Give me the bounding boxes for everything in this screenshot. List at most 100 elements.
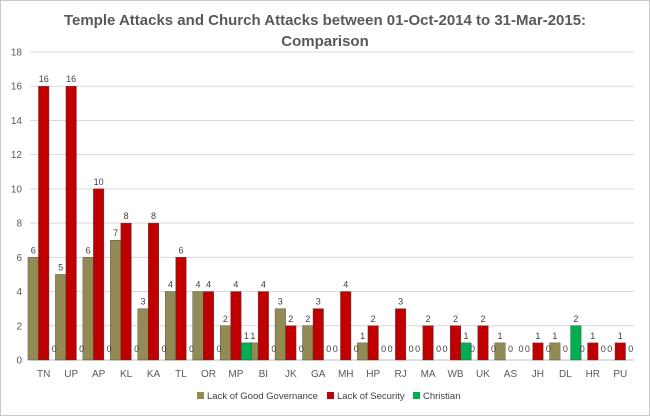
bar-lack-of-good-governance-hp: [357, 342, 369, 361]
data-label-christian-ap: 0: [107, 344, 112, 354]
bar-lack-of-good-governance-ap: [82, 257, 94, 361]
data-label-lack-of-good-governance-dl: 1: [552, 331, 557, 341]
legend-label-lack-of-good-governance: Lack of Good Governance: [207, 391, 318, 402]
data-label-christian-uk: 0: [491, 344, 496, 354]
legend-swatch-lack-of-security: [327, 392, 334, 399]
legend: Lack of Good Governance Lack of Security C…: [197, 391, 461, 402]
data-label-christian-dl: 2: [573, 314, 578, 324]
data-label-lack-of-good-governance-rj: 0: [388, 344, 393, 354]
x-tick-label-ap: AP: [92, 369, 106, 380]
x-tick-label-wb: WB: [447, 369, 463, 380]
data-label-lack-of-good-governance-jh: 0: [525, 344, 530, 354]
data-label-christian-mp: 1: [244, 331, 249, 341]
x-tick-label-tn: TN: [37, 369, 50, 380]
bar-lack-of-good-governance-tl: [165, 291, 176, 361]
bar-lack-of-good-governance-ga: [302, 325, 314, 361]
legend-swatch-lack-of-good-governance: [197, 392, 204, 399]
bar-lack-of-security-tl: [175, 257, 187, 361]
bar-lack-of-security-ka: [148, 222, 159, 361]
x-tick-label-hr: HR: [586, 369, 600, 380]
data-label-christian-jk: 0: [299, 344, 304, 354]
bar-lack-of-security-pu: [614, 342, 626, 361]
data-label-lack-of-security-bi: 4: [261, 280, 266, 290]
data-label-lack-of-good-governance-bi: 1: [250, 331, 255, 341]
data-label-christian-ma: 0: [436, 344, 441, 354]
y-tick-label: 14: [11, 116, 23, 127]
bar-christian-mp: [240, 342, 252, 361]
data-label-lack-of-security-wb: 2: [453, 314, 458, 324]
bar-lack-of-security-wb: [450, 325, 461, 361]
data-label-christian-hr: 0: [601, 344, 606, 354]
data-label-lack-of-security-ga: 3: [316, 297, 321, 307]
bar-lack-of-security-hr: [587, 342, 599, 361]
bar-lack-of-security-up: [65, 86, 77, 361]
bar-lack-of-good-governance-ka: [137, 308, 149, 361]
data-label-lack-of-good-governance-ka: 3: [141, 297, 146, 307]
data-label-lack-of-security-as: 0: [508, 344, 513, 354]
y-tick-label: 6: [16, 253, 22, 264]
bar-lack-of-security-mh: [340, 291, 352, 361]
data-label-lack-of-security-mp: 4: [233, 280, 238, 290]
data-label-lack-of-good-governance-kl: 7: [113, 228, 118, 238]
data-label-lack-of-good-governance-hp: 1: [360, 331, 365, 341]
bar-lack-of-good-governance-kl: [110, 240, 122, 361]
data-label-christian-wb: 1: [464, 331, 469, 341]
x-tick-label-as: AS: [504, 369, 518, 380]
x-tick-label-bi: BI: [259, 369, 268, 380]
y-tick-label: 10: [11, 184, 23, 195]
data-label-christian-ka: 0: [162, 344, 167, 354]
data-label-lack-of-security-hp: 2: [371, 314, 376, 324]
chart-title: Temple Attacks and Church Attacks betwee…: [0, 10, 650, 52]
data-label-lack-of-security-rj: 3: [398, 297, 403, 307]
data-label-lack-of-good-governance-ma: 0: [415, 344, 420, 354]
data-label-christian-or: 0: [216, 344, 221, 354]
x-tick-label-up: UP: [64, 369, 78, 380]
data-label-lack-of-security-up: 16: [66, 74, 76, 84]
data-label-lack-of-good-governance-hr: 0: [580, 344, 585, 354]
bar-lack-of-security-jh: [532, 342, 544, 361]
bar-lack-of-security-ga: [312, 308, 324, 361]
data-label-lack-of-good-governance-up: 5: [58, 262, 63, 272]
data-label-lack-of-good-governance-pu: 0: [607, 344, 612, 354]
x-tick-label-dl: DL: [559, 369, 572, 380]
chart-title-line-2: Comparison: [281, 33, 369, 50]
bar-lack-of-good-governance-or: [192, 291, 204, 361]
data-label-lack-of-security-tn: 16: [39, 74, 49, 84]
data-label-lack-of-security-ma: 2: [426, 314, 431, 324]
data-label-lack-of-good-governance-tn: 6: [31, 245, 36, 255]
data-label-lack-of-good-governance-or: 4: [195, 280, 200, 290]
data-label-christian-mh: 0: [354, 344, 359, 354]
y-tick-label: 0: [16, 356, 22, 367]
x-tick-label-jh: JH: [532, 369, 544, 380]
bar-lack-of-security-ma: [422, 325, 434, 361]
data-label-lack-of-good-governance-tl: 4: [168, 280, 173, 290]
data-label-lack-of-good-governance-mh: 0: [333, 344, 338, 354]
legend-swatch-christian: [413, 392, 420, 399]
x-tick-label-ka: KA: [147, 369, 161, 380]
x-tick-label-mh: MH: [338, 369, 354, 380]
bar-lack-of-good-governance-dl: [549, 342, 561, 361]
data-label-christian-tn: 0: [52, 344, 57, 354]
x-tick-label-ma: MA: [421, 369, 436, 380]
legend-label-lack-of-security: Lack of Security: [337, 391, 405, 402]
data-label-lack-of-security-ka: 8: [151, 211, 156, 221]
bar-lack-of-good-governance-mp: [219, 325, 231, 361]
x-tick-label-pu: PU: [613, 369, 627, 380]
data-label-lack-of-good-governance-mp: 2: [223, 314, 228, 324]
bar-lack-of-security-kl: [120, 222, 132, 361]
bar-lack-of-security-rj: [395, 308, 407, 361]
x-tick-label-jk: JK: [285, 369, 297, 380]
data-label-christian-rj: 0: [409, 344, 414, 354]
data-label-christian-ga: 0: [326, 344, 331, 354]
data-label-lack-of-security-jk: 2: [288, 314, 293, 324]
data-label-lack-of-good-governance-ap: 6: [86, 245, 91, 255]
data-label-christian-hp: 0: [381, 344, 386, 354]
x-tick-label-hp: HP: [366, 369, 380, 380]
x-tick-label-ga: GA: [311, 369, 326, 380]
bar-lack-of-security-hp: [367, 325, 379, 361]
data-label-christian-jh: 0: [546, 344, 551, 354]
bar-lack-of-good-governance-as: [494, 342, 506, 361]
bar-lack-of-good-governance-tn: [27, 257, 39, 361]
